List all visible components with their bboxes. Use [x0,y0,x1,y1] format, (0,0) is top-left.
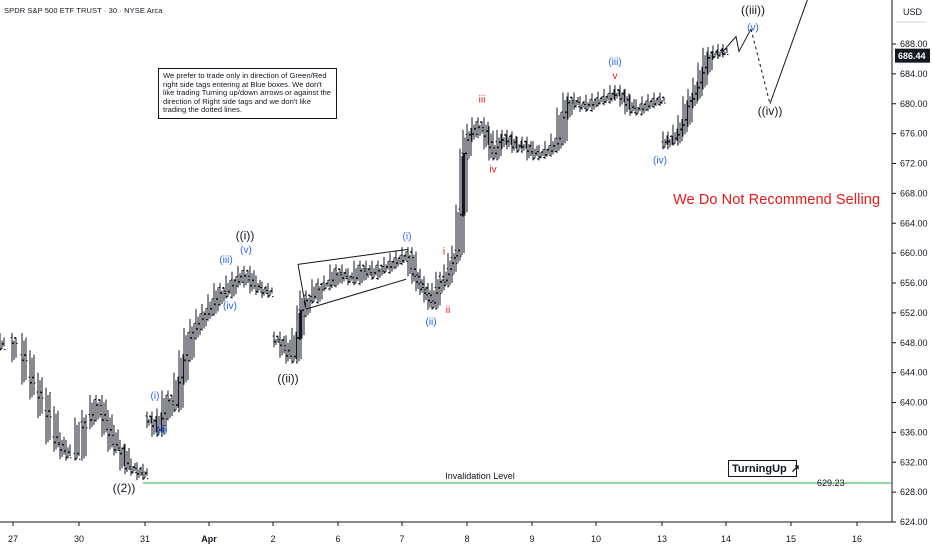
y-tick-label: 652.00 [900,308,928,318]
wave-label: iii [479,94,486,105]
x-tick-label: 13 [657,534,667,544]
trading-note-box: We prefer to trade only in direction of … [158,68,337,119]
invalidation-value: 629.23 [817,478,845,488]
y-tick-label: 636.00 [900,427,928,437]
y-tick-label: 656.00 [900,278,928,288]
y-tick-label: 632.00 [900,457,928,467]
x-tick-label: 9 [529,534,534,544]
x-tick-label: 30 [74,534,84,544]
last-price-tag [895,48,930,63]
arrow-up-icon: ↗ [790,463,800,475]
wave-label: ((2)) [113,481,136,495]
wave-label: (v) [747,23,759,34]
channel-lower-line [305,278,407,310]
wave-label: (i) [403,232,412,243]
wave-label: (ii) [156,424,167,435]
y-tick-label: 684.00 [900,69,928,79]
warning-text: We Do Not Recommend Selling [673,192,881,208]
y-tick-label: 644.00 [900,368,928,378]
wave-label: (ii) [425,317,436,328]
wave-label: ((i)) [236,229,255,243]
chart-title: SPDR S&P 500 ETF TRUST · 30 · NYSE Arca [4,6,163,15]
y-tick-label: 672.00 [900,159,928,169]
wave-label: (iv) [653,156,667,167]
projection-dashed [750,28,771,104]
channel-upper-line [297,248,409,265]
y-tick-label: 660.00 [900,248,928,258]
y-tick-label: 680.00 [900,99,928,109]
turningup-logo: TurningUp ↗ [728,460,800,477]
wave-label: (i) [151,391,160,402]
last-price-value: 686.44 [898,51,926,61]
wave-label: ((ii)) [277,371,298,385]
wave-label: iv [489,164,496,175]
wave-label: (iii) [219,255,232,266]
wave-label: v [613,71,618,82]
x-tick-label: 10 [591,534,601,544]
brand-name: TurningUp [732,462,787,475]
y-tick-label: 668.00 [900,188,928,198]
x-tick-label: 16 [852,534,862,544]
x-tick-label: 14 [721,534,731,544]
channel-left-edge [297,264,307,310]
y-tick-label: 648.00 [900,338,928,348]
y-tick-label: 664.00 [900,218,928,228]
y-tick-label: 624.00 [900,517,928,527]
x-tick-label: 15 [786,534,796,544]
y-tick-label: 628.00 [900,487,928,497]
currency-label: USD [903,7,923,17]
wave-label: i [443,247,445,258]
wave-label: (v) [240,245,252,256]
y-tick-label: 640.00 [900,398,928,408]
x-tick-label: Apr [201,534,217,544]
projection-path [722,28,752,53]
x-tick-label: 7 [399,534,404,544]
wave-label: (iv) [223,301,237,312]
x-tick-label: 8 [464,534,469,544]
y-tick-label: 688.00 [900,39,928,49]
x-tick-label: 6 [335,534,340,544]
projection-final [769,0,808,104]
x-tick-label: 2 [270,534,275,544]
y-tick-label: 676.00 [900,129,928,139]
invalidation-label: Invalidation Level [445,471,515,481]
x-tick-label: 31 [140,534,150,544]
wave-label: ((iv)) [758,104,783,118]
wave-label: ((iii)) [741,3,765,17]
wave-label: ii [446,305,450,316]
x-tick-label: 27 [8,534,18,544]
wave-label: (iii) [608,57,621,68]
